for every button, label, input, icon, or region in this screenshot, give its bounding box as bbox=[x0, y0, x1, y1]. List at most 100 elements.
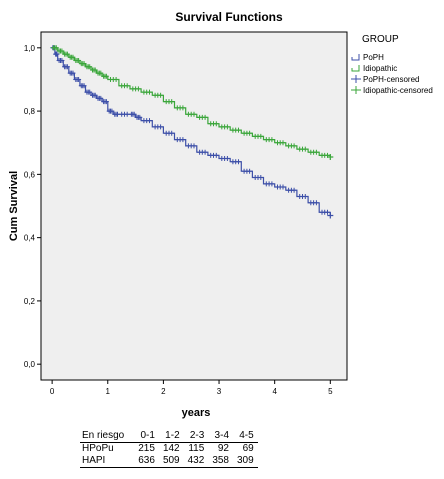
legend-line-icon bbox=[351, 65, 360, 72]
censor-mark bbox=[191, 143, 197, 149]
censor-mark bbox=[213, 121, 219, 127]
at-risk-value: 432 bbox=[183, 455, 209, 468]
at-risk-value: 509 bbox=[158, 455, 184, 468]
at-risk-value: 215 bbox=[138, 443, 155, 454]
censor-mark bbox=[224, 156, 230, 161]
chart-title: Survival Functions bbox=[175, 10, 283, 24]
censor-mark bbox=[81, 83, 87, 89]
censor-mark bbox=[115, 111, 120, 117]
y-tick-label: 0,8 bbox=[24, 107, 36, 116]
x-axis: 0 1 2 3 4 5 bbox=[50, 380, 333, 396]
censor-mark bbox=[147, 89, 152, 95]
plot-area bbox=[40, 31, 348, 381]
censor-mark bbox=[247, 130, 253, 136]
censor-mark bbox=[213, 152, 219, 158]
x-tick-label: 1 bbox=[106, 387, 111, 396]
at-risk-value: 115 bbox=[188, 443, 205, 454]
censor-mark bbox=[76, 77, 82, 82]
y-tick-label: 0,4 bbox=[24, 234, 36, 243]
censor-mark bbox=[131, 111, 137, 117]
at-risk-interval: 2-3 bbox=[183, 430, 209, 443]
censor-mark bbox=[59, 48, 65, 54]
censor-mark bbox=[313, 149, 319, 155]
censor-mark bbox=[258, 175, 264, 180]
censor-mark bbox=[103, 73, 109, 79]
censor-mark bbox=[236, 159, 241, 165]
censor-mark bbox=[269, 137, 275, 143]
survival-chart: Survival Functions 0,0 0,2 0,4 0,6 0,8 1,0 0 1… bbox=[8, 10, 433, 419]
censor-mark bbox=[258, 133, 264, 139]
censor-mark bbox=[180, 105, 186, 111]
at-risk-interval: 4-5 bbox=[233, 430, 258, 443]
at-risk-row-label: HPoPu bbox=[82, 443, 114, 454]
legend-line-icon bbox=[351, 54, 360, 61]
at-risk-header-row: En riesgo 0-1 1-2 2-3 3-4 4-5 bbox=[80, 430, 258, 443]
legend-entry: PoPH bbox=[363, 53, 384, 62]
legend-cross-icon bbox=[351, 86, 361, 94]
legend-cross-icon bbox=[351, 75, 361, 83]
censor-mark bbox=[137, 114, 143, 120]
censor-mark bbox=[103, 99, 109, 105]
y-axis: 0,0 0,2 0,4 0,6 0,8 1,0 bbox=[24, 44, 41, 369]
at-risk-value: 636 bbox=[134, 455, 159, 468]
at-risk-value: 309 bbox=[233, 455, 258, 468]
x-tick-label: 3 bbox=[217, 387, 222, 396]
censor-mark bbox=[302, 194, 308, 199]
censor-mark bbox=[302, 146, 308, 152]
at-risk-row: HPoPu 215 142 115 92 69 bbox=[80, 443, 258, 456]
censor-mark bbox=[327, 153, 334, 160]
y-axis-label: Cum Survival bbox=[8, 171, 20, 241]
legend-title: GROUP bbox=[362, 34, 399, 45]
censor-mark bbox=[59, 58, 65, 63]
x-axis-label: years bbox=[182, 407, 211, 419]
censor-marks-poph bbox=[50, 45, 334, 219]
censor-mark bbox=[76, 58, 82, 63]
censor-mark bbox=[291, 143, 297, 149]
series-layer bbox=[50, 45, 334, 219]
censor-mark bbox=[158, 92, 164, 98]
censor-mark bbox=[64, 64, 70, 70]
at-risk-value: 69 bbox=[242, 443, 254, 454]
censor-mark bbox=[70, 54, 76, 60]
x-tick-label: 0 bbox=[50, 387, 55, 396]
censor-mark bbox=[180, 137, 186, 143]
at-risk-value: 358 bbox=[208, 455, 233, 468]
y-tick-label: 0,2 bbox=[24, 297, 36, 306]
censor-mark bbox=[280, 184, 286, 190]
censor-mark bbox=[64, 51, 70, 57]
censor-mark bbox=[325, 209, 330, 215]
at-risk-interval: 0-1 bbox=[134, 430, 159, 443]
censor-mark bbox=[247, 168, 253, 174]
legend: GROUP PoPH Idiopathic PoPH-censored Idiopat… bbox=[351, 34, 433, 95]
legend-entry: Idiopathic-censored bbox=[363, 86, 433, 95]
censor-mark bbox=[158, 124, 164, 130]
censor-mark bbox=[87, 64, 93, 70]
at-risk-row: HAPI 636 509 432 358 309 bbox=[80, 455, 258, 468]
censor-mark bbox=[327, 212, 334, 219]
censor-marks-idiopathic bbox=[51, 45, 334, 160]
censor-mark bbox=[202, 149, 208, 155]
censor-mark bbox=[87, 89, 93, 95]
censor-mark bbox=[280, 140, 286, 146]
at-risk-row-label: HAPI bbox=[80, 455, 135, 468]
censor-mark bbox=[98, 70, 104, 76]
at-risk-header-label: En riesgo bbox=[80, 430, 135, 443]
censor-mark bbox=[113, 77, 119, 82]
censor-mark bbox=[109, 108, 115, 114]
censor-mark bbox=[81, 61, 87, 67]
censor-mark bbox=[135, 86, 141, 92]
censor-mark bbox=[236, 127, 241, 133]
x-tick-label: 5 bbox=[328, 387, 333, 396]
at-risk-interval: 3-4 bbox=[208, 430, 233, 443]
at-risk-value: 92 bbox=[217, 443, 229, 454]
censor-mark bbox=[54, 51, 60, 57]
at-risk-table: En riesgo 0-1 1-2 2-3 3-4 4-5 HPoPu 215 … bbox=[80, 430, 258, 468]
censor-mark bbox=[98, 95, 104, 101]
legend-entry: PoPH-censored bbox=[363, 75, 419, 84]
censor-mark bbox=[70, 70, 76, 76]
censor-mark bbox=[169, 99, 175, 105]
y-tick-label: 0,6 bbox=[24, 170, 36, 179]
censor-mark bbox=[224, 124, 230, 130]
censor-mark bbox=[169, 130, 175, 136]
censor-mark bbox=[313, 200, 319, 206]
